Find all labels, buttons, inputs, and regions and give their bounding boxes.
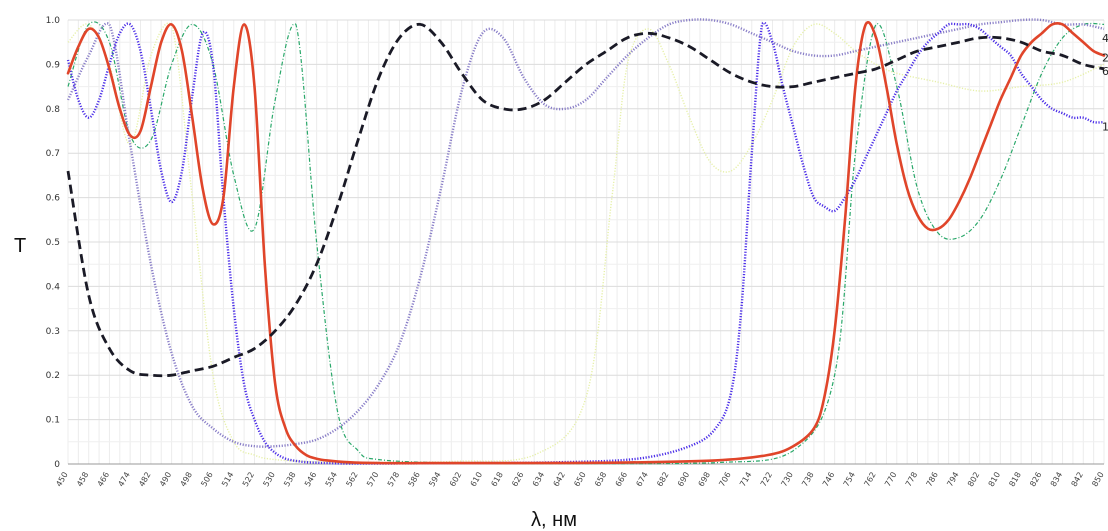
x-tick-label: 626 xyxy=(510,471,525,489)
y-tick-label: 0.8 xyxy=(46,105,61,115)
x-tick-label: 834 xyxy=(1049,471,1064,489)
x-tick-label: 474 xyxy=(116,471,131,489)
series-label: 4 xyxy=(1102,32,1108,45)
x-tick-label: 490 xyxy=(158,471,173,489)
x-tick-label: 826 xyxy=(1028,471,1043,489)
x-axis-title: λ, нм xyxy=(531,509,577,531)
y-tick-label: 0.3 xyxy=(46,327,60,337)
x-tick-label: 562 xyxy=(344,471,359,489)
x-tick-label: 818 xyxy=(1007,471,1022,489)
x-tick-label: 658 xyxy=(593,471,608,489)
x-tick-label: 570 xyxy=(365,471,380,489)
x-tick-label: 690 xyxy=(676,471,691,489)
x-tick-label: 586 xyxy=(407,471,422,489)
y-tick-label: 0.9 xyxy=(46,60,61,70)
x-tick-label: 642 xyxy=(552,471,567,489)
x-tick-label: 754 xyxy=(842,471,857,489)
x-tick-label: 746 xyxy=(821,471,836,489)
x-tick-label: 538 xyxy=(282,471,297,489)
y-tick-label: 1.0 xyxy=(46,16,61,26)
x-tick-label: 674 xyxy=(634,471,649,489)
x-tick-label: 522 xyxy=(241,471,256,489)
series-labels: 4 26 1 xyxy=(1102,32,1108,134)
x-tick-label: 594 xyxy=(427,471,442,489)
x-tick-label: 634 xyxy=(531,471,546,489)
x-tick-label: 722 xyxy=(759,471,774,489)
x-tick-label: 682 xyxy=(655,471,670,489)
x-tick-label: 778 xyxy=(904,471,919,489)
x-tick-label: 578 xyxy=(386,471,401,489)
y-tick-label: 0.2 xyxy=(46,371,60,381)
series-line-6 xyxy=(66,22,1105,378)
y-tick-label: 0.1 xyxy=(46,416,60,426)
x-tick-label: 698 xyxy=(697,471,712,489)
series-line-unnamed-5 xyxy=(67,22,1105,463)
series-label: 1 xyxy=(1102,121,1108,134)
x-tick-label: 498 xyxy=(179,471,194,489)
grid xyxy=(67,19,1105,465)
x-tick-label: 466 xyxy=(96,471,111,489)
x-tick-label: 666 xyxy=(614,471,629,489)
x-tick-label: 706 xyxy=(717,471,732,489)
y-axis-title: T xyxy=(14,235,26,257)
series-label: 6 xyxy=(1102,65,1108,78)
x-tick-label: 450 xyxy=(54,471,69,489)
series-line-1 xyxy=(66,21,1105,465)
x-tick-label: 762 xyxy=(862,471,877,489)
series-lines xyxy=(66,18,1106,465)
x-tick-label: 482 xyxy=(137,471,152,489)
x-tick-label: 714 xyxy=(738,471,753,489)
x-tick-labels: 450 458 466 474 482 490 498 506 514 522 530 538 546 5… xyxy=(54,471,1105,489)
x-tick-label: 810 xyxy=(987,471,1002,489)
series-label: 2 xyxy=(1102,52,1108,65)
x-tick-label: 458 xyxy=(75,471,90,489)
x-tick-label: 546 xyxy=(303,471,318,489)
x-tick-label: 618 xyxy=(489,471,504,489)
x-tick-label: 842 xyxy=(1070,471,1085,489)
y-tick-label: 0.5 xyxy=(46,238,60,248)
x-tick-label: 650 xyxy=(572,471,587,489)
x-tick-label: 554 xyxy=(324,471,339,489)
y-tick-label: 0.4 xyxy=(46,282,61,292)
x-tick-label: 770 xyxy=(883,471,898,489)
x-tick-label: 610 xyxy=(469,471,484,489)
y-tick-label: 0 xyxy=(54,460,60,470)
y-tick-label: 0.7 xyxy=(46,149,60,159)
y-tick-labels: 0 0.1 0.2 0.3 0.4 0.5 0.6 0.7 0.8 0.9 1.0 xyxy=(46,16,61,470)
series-line-2 xyxy=(66,21,1106,465)
x-tick-label: 786 xyxy=(925,471,940,489)
series-line-4 xyxy=(66,18,1105,448)
x-tick-label: 794 xyxy=(945,471,960,489)
y-tick-label: 0.6 xyxy=(46,194,61,204)
x-tick-label: 602 xyxy=(448,471,463,489)
x-tick-label: 730 xyxy=(779,471,794,489)
x-tick-label: 738 xyxy=(800,471,815,489)
series-line-unnamed-4 xyxy=(67,21,1105,465)
x-tick-label: 530 xyxy=(261,471,276,489)
x-tick-label: 802 xyxy=(966,471,981,489)
x-tick-label: 850 xyxy=(1090,471,1105,489)
x-tick-label: 514 xyxy=(220,471,235,489)
x-tick-label: 506 xyxy=(199,471,214,489)
